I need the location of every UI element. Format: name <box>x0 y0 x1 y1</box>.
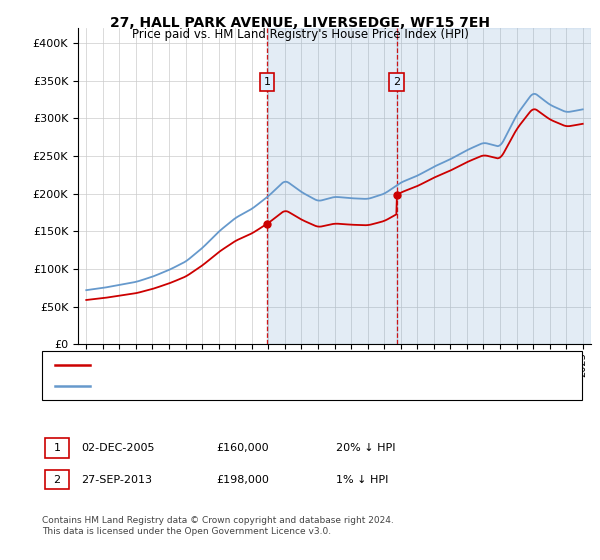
Text: 1: 1 <box>263 77 271 87</box>
Text: Contains HM Land Registry data © Crown copyright and database right 2024.
This d: Contains HM Land Registry data © Crown c… <box>42 516 394 536</box>
Bar <box>267 28 397 344</box>
Text: 1: 1 <box>53 443 61 453</box>
Text: 27, HALL PARK AVENUE, LIVERSEDGE, WF15 7EH: 27, HALL PARK AVENUE, LIVERSEDGE, WF15 7… <box>110 16 490 30</box>
Text: £160,000: £160,000 <box>216 443 269 453</box>
Text: 02-DEC-2005: 02-DEC-2005 <box>81 443 155 453</box>
Text: Price paid vs. HM Land Registry's House Price Index (HPI): Price paid vs. HM Land Registry's House … <box>131 28 469 41</box>
Text: 20% ↓ HPI: 20% ↓ HPI <box>336 443 395 453</box>
Text: 27-SEP-2013: 27-SEP-2013 <box>81 475 152 485</box>
Bar <box>397 28 591 344</box>
Text: 27, HALL PARK AVENUE, LIVERSEDGE, WF15 7EH (detached house): 27, HALL PARK AVENUE, LIVERSEDGE, WF15 7… <box>97 360 445 370</box>
Text: 2: 2 <box>393 77 400 87</box>
Text: 2: 2 <box>53 475 61 485</box>
Text: £198,000: £198,000 <box>216 475 269 485</box>
Text: HPI: Average price, detached house, Kirklees: HPI: Average price, detached house, Kirk… <box>97 381 332 391</box>
Text: 1% ↓ HPI: 1% ↓ HPI <box>336 475 388 485</box>
